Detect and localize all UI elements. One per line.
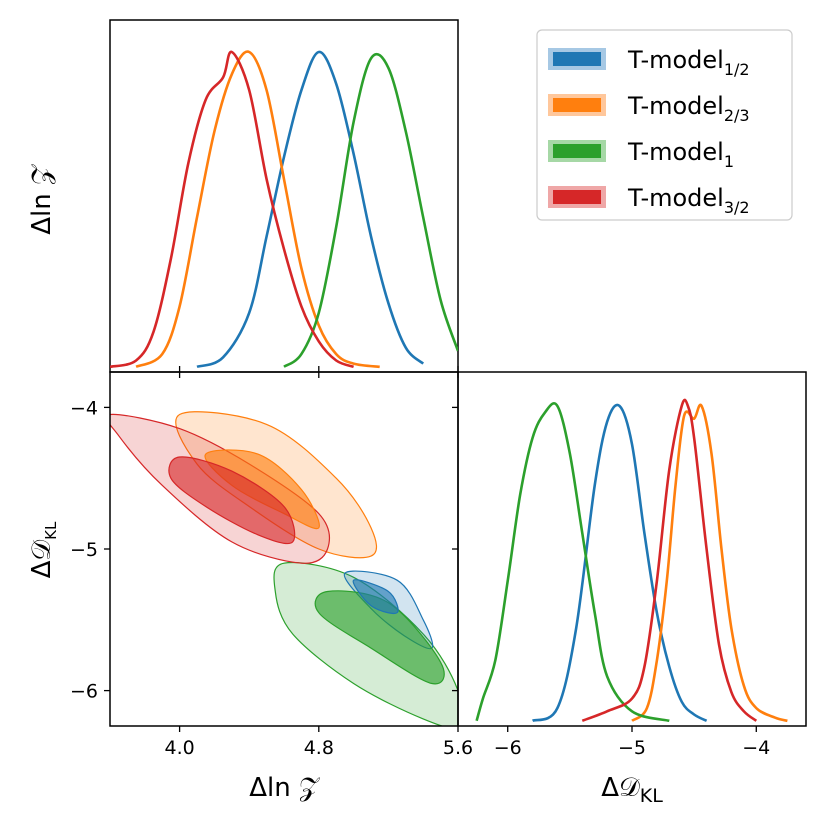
ylabel-dkl-sub: KL — [42, 521, 60, 540]
legend-label-main-1: T-model — [627, 92, 724, 120]
legend-label-1: T-model2/3 — [627, 92, 750, 125]
bottom-left-ticks: 4.0 4.8 5.6 −6 −5 −4 — [70, 366, 473, 759]
dkl-kde-curves — [475, 398, 788, 723]
legend-swatch-inner-3 — [553, 190, 601, 204]
lnz-kde-series-0 — [196, 50, 425, 369]
legend-label-sub-0: 1/2 — [724, 60, 750, 79]
dkl-kde-series-2 — [475, 402, 670, 723]
xlabel-lnz: Δln 𝒵 — [249, 773, 320, 803]
dkl-kde-series-3 — [581, 398, 758, 723]
ylabel-lnz: Δln 𝒵 — [27, 164, 57, 235]
ylabel-dkl-main: Δ𝒟 — [27, 540, 57, 579]
legend-swatch-inner-1 — [553, 98, 601, 112]
legend-label-main-3: T-model — [627, 184, 724, 212]
legend-label-2: T-model1 — [627, 138, 734, 171]
xlabel-dkl: Δ𝒟KL — [601, 773, 663, 807]
xtick-label-lnz-2: 5.6 — [443, 737, 473, 759]
panel-bottom-left: 4.0 4.8 5.6 −6 −5 −4 — [70, 366, 473, 759]
lnz-kde-series-3 — [110, 50, 355, 369]
ylabel-dkl: Δ𝒟KL — [27, 521, 60, 578]
legend-label-sub-3: 3/2 — [724, 198, 750, 217]
xtick-label-lnz-1: 4.8 — [304, 737, 334, 759]
xlabel-dkl-sub: KL — [640, 785, 663, 807]
xtick-label-dkl-0: −6 — [494, 737, 522, 759]
contour-inner-0 — [352, 579, 399, 614]
contour-inner-3 — [168, 456, 296, 545]
xtick-label-lnz-0: 4.0 — [164, 737, 194, 759]
panel-bottom-right-frame — [457, 371, 807, 727]
legend-swatch-inner-2 — [553, 144, 601, 158]
lnz-kde-series-1 — [135, 50, 380, 369]
panel-bottom-right: −6 −5 −4 — [457, 371, 807, 759]
legend-label-0: T-model1/2 — [627, 46, 750, 79]
legend-swatch-inner-0 — [553, 52, 601, 66]
xlabel-dkl-main: Δ𝒟 — [601, 773, 640, 803]
legend-label-sub-2: 1 — [724, 152, 734, 171]
ytick-label-dkl-1: −5 — [70, 539, 98, 561]
legend-label-main-2: T-model — [627, 138, 724, 166]
legend-frame — [536, 29, 793, 221]
panel-top-left-frame — [109, 19, 459, 373]
lnz-kde-series-2 — [283, 52, 458, 368]
panel-top-left — [109, 19, 459, 373]
ytick-label-dkl-2: −4 — [70, 397, 98, 419]
xtick-label-dkl-2: −4 — [742, 737, 770, 759]
lnz-kde-curves — [110, 50, 458, 369]
dkl-kde-series-0 — [532, 403, 708, 723]
legend-label-main-0: T-model — [627, 46, 724, 74]
dkl-kde-series-1 — [631, 403, 788, 723]
legend-label-3: T-model3/2 — [627, 184, 750, 217]
bottom-right-ticks: −6 −5 −4 — [494, 726, 770, 759]
joint-contours — [110, 411, 458, 726]
xtick-label-dkl-1: −5 — [618, 737, 646, 759]
ytick-label-dkl-0: −6 — [70, 681, 98, 703]
legend-label-sub-1: 2/3 — [724, 106, 750, 125]
